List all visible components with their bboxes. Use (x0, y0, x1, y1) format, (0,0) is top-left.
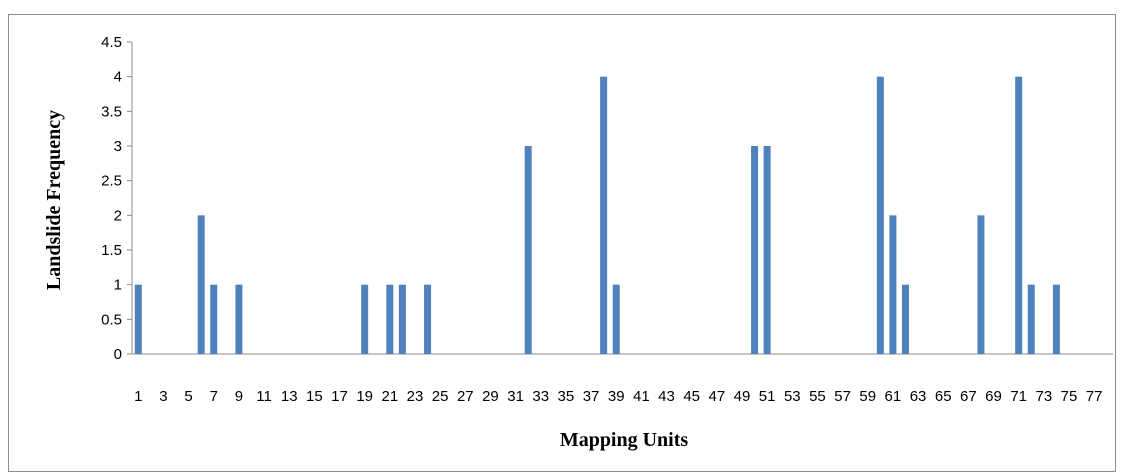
x-tick-label: 63 (910, 388, 927, 405)
y-tick-label: 0 (114, 346, 122, 363)
bar (386, 284, 394, 354)
x-tick-label: 71 (1010, 388, 1027, 405)
y-tick-label: 1.5 (101, 242, 122, 259)
x-tick-label: 53 (784, 388, 801, 405)
x-tick-label: 17 (331, 388, 348, 405)
y-tick-labels: 0 0.5 1 1.5 2 2.5 3 3.5 4 4.5 (101, 34, 132, 363)
x-tick-label: 31 (507, 388, 524, 405)
x-tick-label: 29 (482, 388, 499, 405)
bar (751, 146, 759, 354)
x-tick-label: 33 (532, 388, 549, 405)
bars (134, 76, 1060, 355)
bar (901, 284, 909, 354)
x-tick-label: 73 (1035, 388, 1052, 405)
x-tick-label: 7 (210, 388, 218, 405)
bar (1015, 76, 1023, 355)
x-tick-label: 3 (159, 388, 167, 405)
x-tick-label: 13 (281, 388, 298, 405)
x-axis-label: Mapping Units (560, 429, 689, 451)
bar (889, 215, 897, 354)
bar (398, 284, 406, 354)
x-tick-label: 49 (734, 388, 751, 405)
bar (1052, 284, 1060, 354)
bar (210, 284, 218, 354)
y-tick-label: 3.5 (101, 103, 122, 120)
x-tick-label: 55 (809, 388, 826, 405)
x-tick-label: 57 (834, 388, 851, 405)
x-tick-label: 39 (608, 388, 625, 405)
bar (524, 146, 532, 354)
x-tick-label: 67 (960, 388, 977, 405)
axes (131, 42, 1113, 355)
x-tick-label: 47 (708, 388, 725, 405)
y-tick-label: 1 (114, 277, 122, 294)
bar (361, 284, 369, 354)
bar (197, 215, 205, 354)
x-tick-label: 9 (235, 388, 243, 405)
y-tick-label: 0.5 (101, 311, 122, 328)
x-tick-label: 1 (134, 388, 142, 405)
x-tick-label: 21 (381, 388, 398, 405)
x-tick-label: 69 (985, 388, 1002, 405)
x-tick-label: 11 (256, 388, 272, 405)
x-tick-label: 51 (759, 388, 776, 405)
x-tick-labels: 1 3 5 7 9 11 13 15 17 19 21 23 25 27 29 31 33 35 37 39 41 43 4… (134, 388, 1102, 405)
x-tick-label: 75 (1061, 388, 1078, 405)
bar (134, 284, 142, 354)
x-tick-label: 25 (432, 388, 449, 405)
x-tick-label: 65 (935, 388, 952, 405)
x-tick-label: 23 (407, 388, 424, 405)
x-tick-label: 59 (859, 388, 876, 405)
bar (977, 215, 985, 354)
y-tick-label: 2 (114, 207, 122, 224)
x-tick-label: 19 (356, 388, 373, 405)
x-tick-label: 43 (658, 388, 675, 405)
bar (1027, 284, 1035, 354)
x-tick-label: 35 (558, 388, 575, 405)
x-tick-label: 37 (583, 388, 600, 405)
chart-frame (8, 14, 1116, 472)
x-tick-label: 15 (306, 388, 323, 405)
x-tick-label: 5 (184, 388, 192, 405)
x-tick-label: 41 (633, 388, 650, 405)
x-tick-label: 77 (1086, 388, 1103, 405)
x-tick-label: 45 (683, 388, 700, 405)
y-tick-label: 4.5 (101, 34, 122, 51)
bar (600, 76, 608, 355)
y-tick-label: 3 (114, 138, 122, 155)
bar (424, 284, 432, 354)
bar (876, 76, 884, 355)
bar (763, 146, 771, 354)
bar (612, 284, 620, 354)
x-tick-label: 61 (885, 388, 902, 405)
y-tick-label: 2.5 (101, 173, 122, 190)
y-axis-label: Landslide Frequency (43, 110, 65, 290)
y-tick-label: 4 (114, 69, 122, 86)
bar (235, 284, 243, 354)
x-tick-label: 27 (457, 388, 474, 405)
